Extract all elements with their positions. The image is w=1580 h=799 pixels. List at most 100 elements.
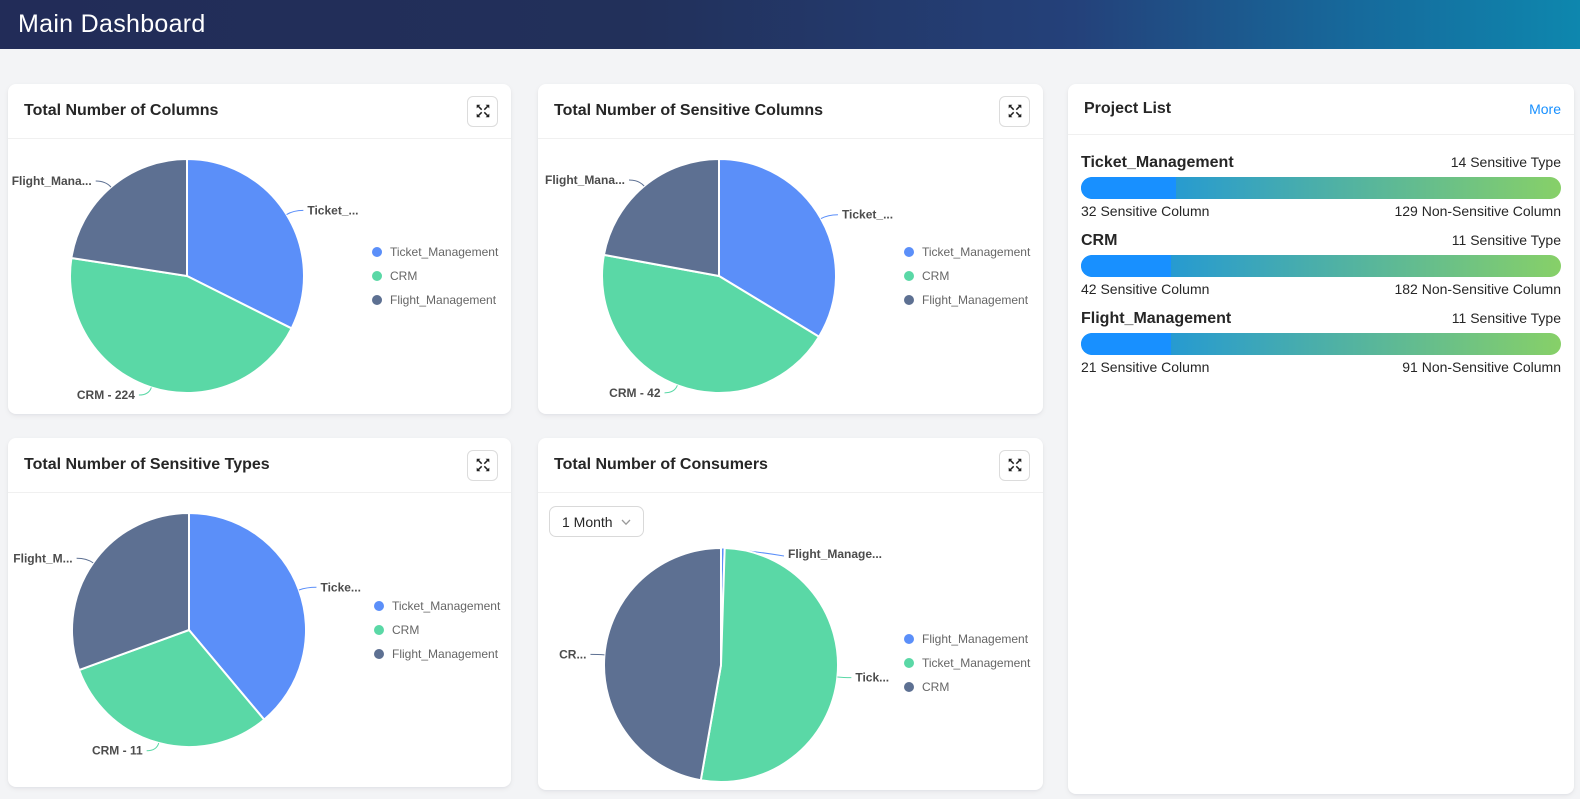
pie-slice-CRM[interactable] — [78, 629, 266, 748]
legend-label: Ticket_Management — [390, 245, 499, 259]
sensitive-type-count: 14 Sensitive Type — [1450, 154, 1561, 170]
card-total-consumers: Total Number of Consumers 1 Month Flight… — [538, 438, 1043, 790]
legend-dot — [904, 658, 914, 668]
expand-button[interactable] — [467, 95, 498, 127]
card-header: Total Number of Sensitive Columns — [538, 84, 1043, 139]
project-items: Ticket_Management 14 Sensitive Type 32 S… — [1081, 154, 1561, 388]
expand-icon — [1008, 458, 1021, 472]
pie-label: Flight_Mana... — [12, 174, 92, 188]
card-title: Total Number of Sensitive Types — [24, 456, 270, 473]
legend-item-CRM[interactable]: CRM — [372, 264, 498, 288]
project-item-footer: 21 Sensitive Column 91 Non-Sensitive Col… — [1081, 358, 1561, 376]
legend-item-Flight_Management[interactable]: Flight_Management — [374, 642, 500, 666]
pie-chart-total-sensitive-columns: Ticket_... CRM - 42 Flight_Mana... — [545, 158, 893, 400]
pie-label-line — [837, 676, 852, 679]
page-title: Main Dashboard — [18, 10, 206, 38]
project-item-header: CRM 11 Sensitive Type — [1081, 232, 1561, 252]
legend-item-Ticket_Management[interactable]: Ticket_Management — [372, 240, 498, 264]
legend-item-CRM[interactable]: CRM — [374, 618, 500, 642]
legend-dot — [374, 649, 384, 659]
pie-slice-Flight_Management[interactable] — [70, 158, 188, 277]
pie-label: Tick... — [855, 671, 889, 685]
card-header: Project List More — [1068, 84, 1574, 135]
legend-item-Ticket_Management[interactable]: Ticket_Management — [374, 594, 500, 618]
pie-slice-Flight_Management[interactable] — [602, 158, 720, 277]
project-list-card: Project List More Ticket_Management 14 S… — [1068, 84, 1574, 794]
card-total-columns: Total Number of Columns Ticket_... CRM - … — [8, 84, 511, 414]
sensitive-progress-segment — [1081, 333, 1171, 355]
legend-item-Ticket_Management[interactable]: Ticket_Management — [904, 240, 1030, 264]
pie-label: Flight_Mana... — [545, 173, 625, 187]
pie-label-line — [628, 179, 645, 187]
legend-dot — [904, 634, 914, 644]
pie-chart-total-columns: Ticket_... CRM - 224 Flight_Mana... — [12, 158, 359, 402]
expand-button[interactable] — [999, 95, 1030, 127]
chevron-down-icon — [621, 519, 631, 525]
legend-item-Ticket_Management[interactable]: Ticket_Management — [904, 651, 1030, 675]
sensitive-progress-segment — [1081, 255, 1171, 277]
pie-label: Flight_Manage... — [788, 547, 882, 561]
legend-label: CRM — [390, 269, 418, 283]
sensitive-column-count: 32 Sensitive Column — [1081, 203, 1210, 219]
pie-label: Flight_M... — [13, 551, 72, 565]
project-item-header: Ticket_Management 14 Sensitive Type — [1081, 154, 1561, 174]
legend-label: Flight_Management — [392, 647, 499, 661]
sensitive-column-count: 21 Sensitive Column — [1081, 359, 1210, 375]
legend-label: Ticket_Management — [922, 656, 1031, 670]
legend-dot — [372, 247, 382, 257]
sensitive-column-count: 42 Sensitive Column — [1081, 281, 1210, 297]
pie-label-line — [590, 653, 605, 656]
expand-button[interactable] — [999, 449, 1030, 481]
chart-legend: Ticket_Management CRM Flight_Management — [904, 240, 1030, 312]
pie-label: CRM - 224 — [77, 388, 135, 402]
project-item-footer: 32 Sensitive Column 129 Non-Sensitive Co… — [1081, 202, 1561, 220]
project-progress-bar — [1081, 177, 1561, 199]
legend-label: CRM — [392, 623, 420, 637]
sensitive-type-count: 11 Sensitive Type — [1451, 232, 1561, 248]
pie-slice-Flight_Management[interactable] — [71, 512, 190, 672]
project-item: CRM 11 Sensitive Type 42 Sensitive Colum… — [1081, 232, 1561, 298]
project-name: CRM — [1081, 232, 1118, 249]
pie-label: Ticke... — [320, 580, 360, 594]
pie-label-line — [146, 742, 160, 752]
card-header: Total Number of Sensitive Types — [8, 438, 511, 493]
chart-legend: Ticket_Management CRM Flight_Management — [372, 240, 498, 312]
legend-item-CRM[interactable]: CRM — [904, 675, 1030, 699]
pie-label-line — [298, 586, 317, 591]
project-item-footer: 42 Sensitive Column 182 Non-Sensitive Co… — [1081, 280, 1561, 298]
legend-dot — [904, 682, 914, 692]
pie-label: CRM - 42 — [609, 386, 661, 400]
pie-slice-CRM[interactable] — [68, 256, 293, 394]
expand-button[interactable] — [467, 449, 498, 481]
more-link[interactable]: More — [1529, 101, 1561, 117]
pie-slice-CRM[interactable] — [601, 253, 821, 394]
card-title: Total Number of Consumers — [554, 456, 768, 473]
legend-item-Flight_Management[interactable]: Flight_Management — [904, 627, 1030, 651]
card-title: Total Number of Columns — [24, 102, 219, 119]
project-item: Ticket_Management 14 Sensitive Type 32 S… — [1081, 154, 1561, 220]
chart-legend: Ticket_Management CRM Flight_Management — [374, 594, 500, 666]
app-header: Main Dashboard — [0, 0, 1580, 49]
card-header: Total Number of Columns — [8, 84, 511, 139]
pie-chart-total-sensitive-types: Ticke... CRM - 11 Flight_M... — [13, 512, 361, 758]
legend-label: Flight_Management — [390, 293, 497, 307]
legend-item-Flight_Management[interactable]: Flight_Management — [372, 288, 498, 312]
sensitive-type-count: 11 Sensitive Type — [1451, 310, 1561, 326]
consumers-period-select[interactable]: 1 Month — [549, 506, 644, 537]
card-title: Project List — [1084, 100, 1172, 117]
legend-item-CRM[interactable]: CRM — [904, 264, 1030, 288]
pie-label-line — [664, 385, 678, 394]
legend-label: CRM — [922, 269, 950, 283]
pie-label-line — [95, 180, 112, 188]
pie-label: CRM - 11 — [92, 744, 143, 758]
legend-item-Flight_Management[interactable]: Flight_Management — [904, 288, 1030, 312]
pie-label-line — [76, 557, 94, 564]
pie-chart-total-consumers: Flight_Manage... Tick... CR... — [559, 547, 889, 783]
select-value: 1 Month — [562, 513, 613, 530]
pie-slice-Ticket_Management[interactable] — [699, 547, 840, 783]
card-total-sensitive-types: Total Number of Sensitive Types Ticke...… — [8, 438, 511, 787]
pie-label-line — [286, 209, 304, 215]
pie-slice-CRM[interactable] — [603, 547, 722, 782]
pie-slice-Ticket_Management[interactable] — [186, 158, 305, 330]
project-progress-bar — [1081, 333, 1561, 355]
